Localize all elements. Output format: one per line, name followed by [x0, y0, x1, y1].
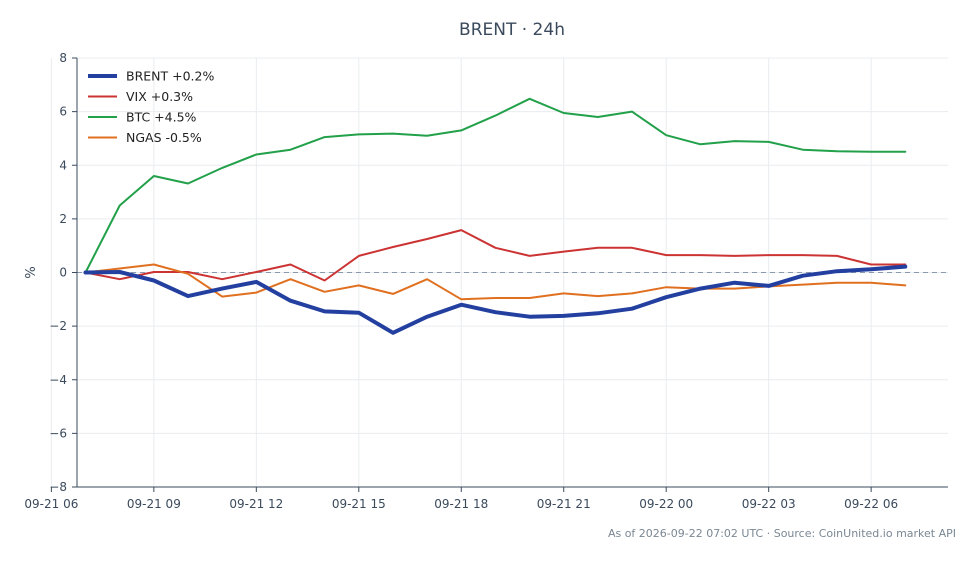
legend-label: NGAS -0.5% — [126, 130, 202, 145]
y-tick-label: 0 — [59, 266, 67, 280]
y-tick-label: −8 — [49, 480, 67, 494]
x-tick-label: 09-21 06 — [24, 497, 78, 511]
y-tick-label: 6 — [59, 105, 67, 119]
source-footnote: As of 2026-09-22 07:02 UTC · Source: Coi… — [607, 527, 956, 540]
y-tick-label: −4 — [49, 373, 67, 387]
x-tick-label: 09-21 21 — [537, 497, 591, 511]
x-tick-label: 09-22 03 — [742, 497, 796, 511]
series-line-brent — [83, 264, 908, 335]
y-tick-label: −2 — [49, 319, 67, 333]
x-tick-label: 09-22 00 — [639, 497, 693, 511]
legend-label: BTC +4.5% — [126, 110, 197, 125]
series-line-vix — [84, 229, 907, 282]
legend-label: VIX +0.3% — [126, 89, 193, 104]
y-axis-label: % — [24, 266, 39, 278]
series-line-btc — [84, 97, 907, 274]
chart-title: BRENT · 24h — [459, 20, 565, 40]
y-tick-label: 2 — [59, 212, 67, 226]
x-tick-label: 09-21 18 — [434, 497, 488, 511]
x-tick-label: 09-22 06 — [844, 497, 898, 511]
y-tick-label: 8 — [59, 51, 67, 65]
y-tick-label: 4 — [59, 158, 67, 172]
legend-label: BRENT +0.2% — [126, 69, 214, 84]
y-tick-label: −6 — [49, 426, 67, 440]
x-tick-label: 09-21 09 — [127, 497, 181, 511]
x-tick-label: 09-21 15 — [332, 497, 386, 511]
x-tick-label: 09-21 12 — [229, 497, 283, 511]
